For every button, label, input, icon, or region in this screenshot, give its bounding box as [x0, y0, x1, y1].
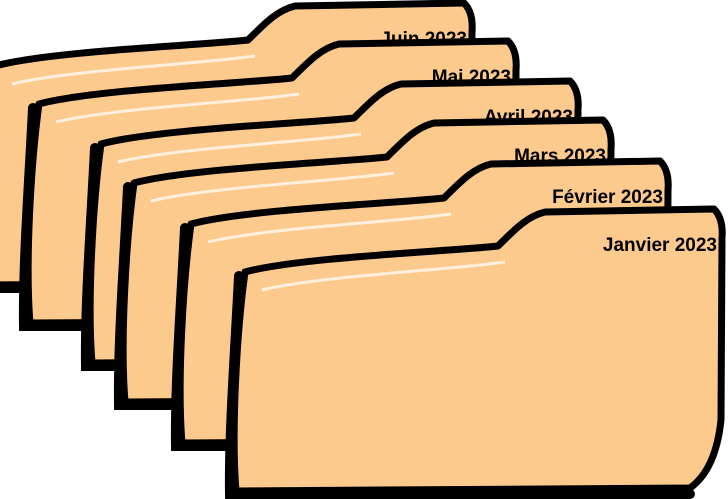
page: Juin 2023Mai 2023Avril 2023Mars 2023Févr… — [0, 0, 728, 499]
folder-stack: Juin 2023Mai 2023Avril 2023Mars 2023Févr… — [0, 0, 728, 499]
folder-label: Février 2023 — [552, 187, 663, 208]
folder-label: Janvier 2023 — [603, 235, 717, 256]
